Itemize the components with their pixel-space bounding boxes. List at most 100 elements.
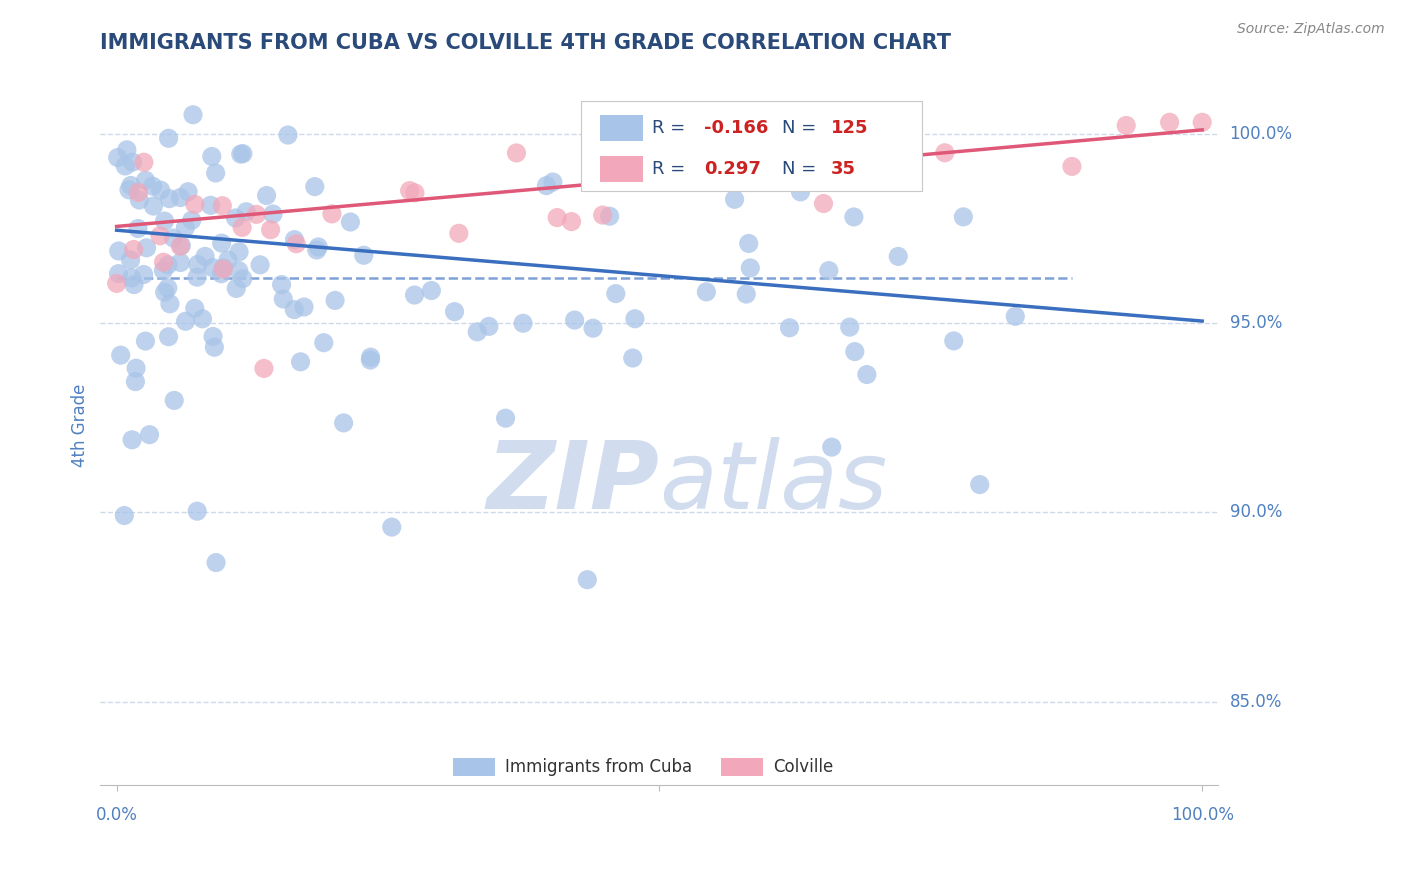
Point <box>184 197 207 211</box>
Point <box>253 361 276 376</box>
Point <box>138 427 160 442</box>
Point <box>447 227 470 241</box>
Point <box>212 262 235 277</box>
Text: 95.0%: 95.0% <box>1230 314 1282 332</box>
Point <box>1004 310 1026 324</box>
Point <box>112 508 135 523</box>
Point <box>152 263 174 277</box>
Point <box>153 214 176 228</box>
Point <box>1191 115 1213 129</box>
Point <box>191 311 214 326</box>
Point <box>381 520 404 534</box>
Point <box>157 258 180 272</box>
Point <box>465 325 488 339</box>
Point <box>120 252 142 267</box>
Point <box>838 320 860 334</box>
Point <box>142 179 165 194</box>
Point <box>159 297 181 311</box>
Text: 125: 125 <box>831 119 868 136</box>
Point <box>225 281 247 295</box>
Point <box>232 146 254 161</box>
Point <box>779 320 801 334</box>
Text: N =: N = <box>782 161 823 178</box>
Point <box>270 277 292 292</box>
Point <box>132 155 155 169</box>
Point <box>332 416 354 430</box>
Point <box>714 147 737 161</box>
Point <box>135 241 157 255</box>
Point <box>232 271 254 285</box>
Point <box>229 147 252 161</box>
Point <box>564 313 586 327</box>
Point <box>842 210 865 224</box>
Point <box>128 193 150 207</box>
Point <box>127 186 149 200</box>
Point <box>738 236 761 251</box>
Point <box>536 178 558 193</box>
Point <box>404 288 426 302</box>
Point <box>120 178 142 193</box>
Point <box>404 186 426 200</box>
Point <box>1115 119 1137 133</box>
Point <box>149 228 172 243</box>
FancyBboxPatch shape <box>600 115 643 141</box>
Point <box>184 301 207 316</box>
Point <box>934 145 956 160</box>
Point <box>283 302 305 317</box>
Text: IMMIGRANTS FROM CUBA VS COLVILLE 4TH GRADE CORRELATION CHART: IMMIGRANTS FROM CUBA VS COLVILLE 4TH GRA… <box>100 33 952 53</box>
Point <box>110 348 132 362</box>
Point <box>952 210 974 224</box>
Point <box>181 108 204 122</box>
Point <box>695 285 717 299</box>
Point <box>292 300 315 314</box>
Point <box>813 196 835 211</box>
Text: 0.297: 0.297 <box>704 161 761 178</box>
Point <box>262 207 284 221</box>
Text: -0.166: -0.166 <box>704 119 769 136</box>
Point <box>200 198 222 212</box>
Point <box>121 433 143 447</box>
Point <box>114 159 136 173</box>
Point <box>740 260 762 275</box>
Point <box>132 268 155 282</box>
Point <box>398 184 420 198</box>
Point <box>174 314 197 328</box>
Point <box>211 236 233 251</box>
Point <box>666 143 689 157</box>
Point <box>353 248 375 262</box>
Point <box>157 192 180 206</box>
Point <box>256 188 278 202</box>
Point <box>304 179 326 194</box>
Point <box>576 573 599 587</box>
Point <box>115 143 138 157</box>
Text: Immigrants from Cuba: Immigrants from Cuba <box>505 758 692 776</box>
Point <box>478 319 501 334</box>
Point <box>820 163 842 178</box>
Point <box>217 252 239 267</box>
Point <box>163 393 186 408</box>
Point <box>672 169 695 184</box>
Point <box>245 207 267 221</box>
Point <box>969 477 991 491</box>
Point <box>122 277 145 292</box>
Text: Source: ZipAtlas.com: Source: ZipAtlas.com <box>1237 22 1385 37</box>
Point <box>202 329 225 343</box>
Point <box>157 131 180 145</box>
Point <box>259 223 281 237</box>
Point <box>118 183 141 197</box>
Point <box>541 175 564 189</box>
Point <box>125 361 148 376</box>
Point <box>821 440 844 454</box>
Point <box>177 185 200 199</box>
Point <box>124 375 146 389</box>
Point <box>1159 115 1181 129</box>
Text: R =: R = <box>651 119 690 136</box>
Point <box>759 167 782 181</box>
Point <box>201 149 224 163</box>
Point <box>673 175 696 189</box>
Point <box>735 287 758 301</box>
Point <box>321 207 343 221</box>
Point <box>582 321 605 335</box>
Point <box>205 556 228 570</box>
Point <box>187 257 209 271</box>
